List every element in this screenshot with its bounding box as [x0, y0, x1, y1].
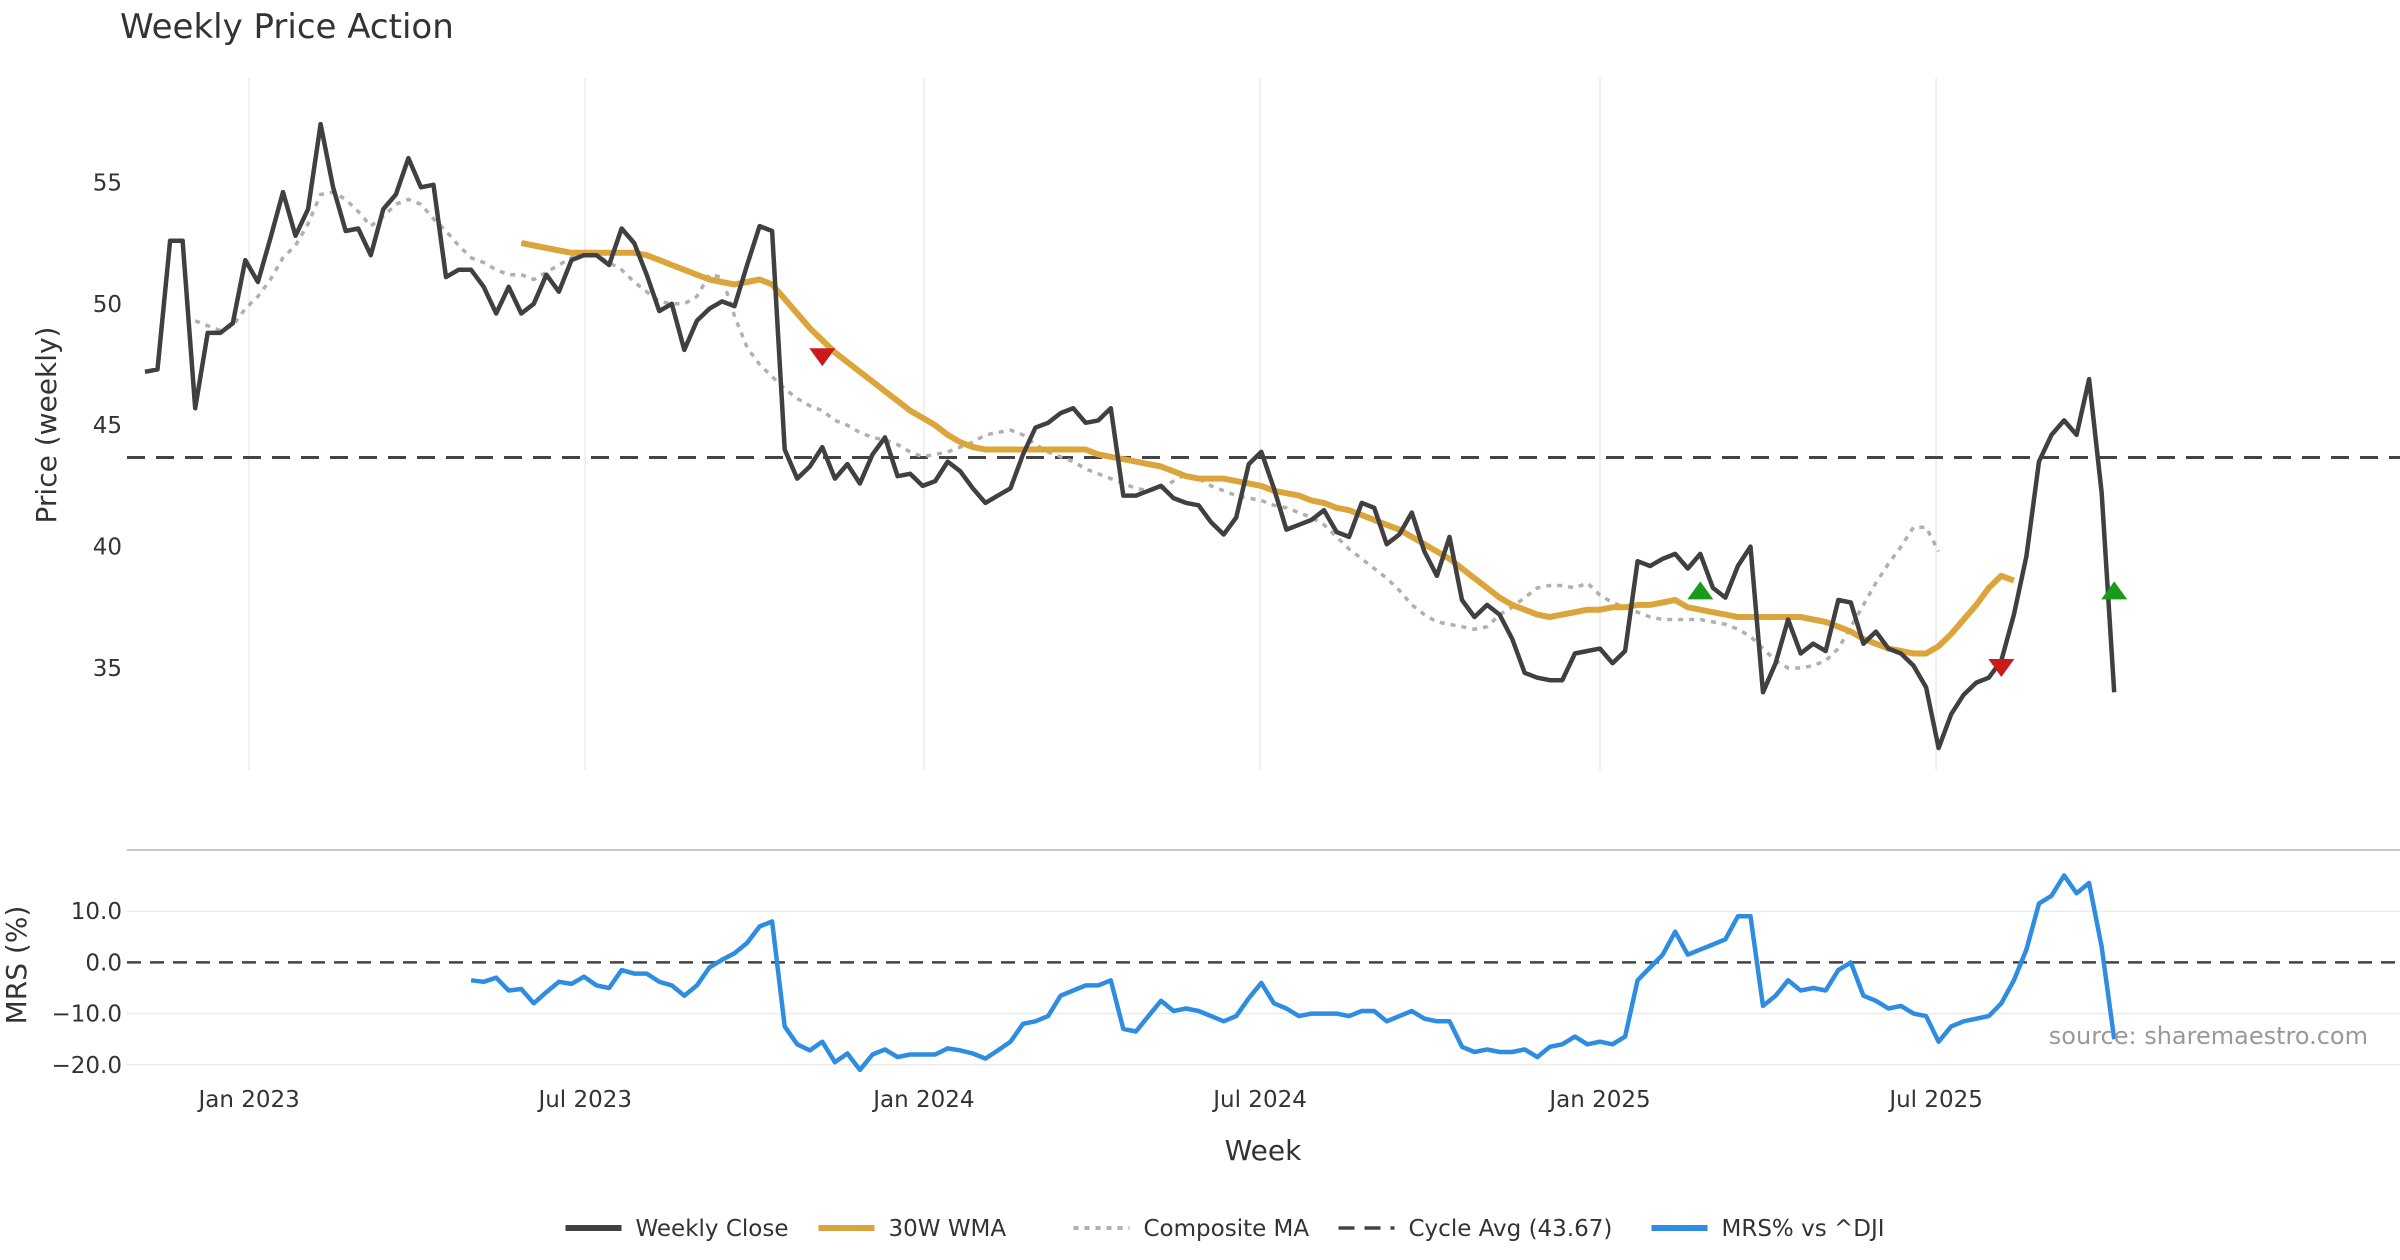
x-tick-label: Jan 2025: [1547, 1087, 1650, 1113]
price-y-tick-label: 45: [93, 413, 122, 439]
x-axis-ticks: Jan 2023 Jul 2023 Jan 2024 Jul 2024 Jan 2025…: [196, 1087, 1982, 1113]
x-tick-label: Jul 2024: [1211, 1087, 1307, 1113]
mrs-y-tick-label: 0.0: [85, 950, 122, 976]
price-y-tick-label: 50: [93, 292, 122, 318]
x-tick-label: Jul 2025: [1887, 1087, 1983, 1113]
signal-markers: [809, 348, 2128, 678]
sell-signal-marker: [1988, 659, 2015, 678]
price-y-ticks: 35 40 45 50 55: [93, 170, 122, 682]
price-panel: 35 40 45 50 55 Price (weekly): [30, 78, 2400, 770]
mrs-y-tick-label: −20.0: [52, 1053, 122, 1079]
legend: Weekly Close 30W WMA Composite MA Cycle Avg…: [565, 1216, 1885, 1242]
x-axis-title: Week: [1225, 1134, 1302, 1167]
weekly-close-line: [144, 121, 2117, 751]
price-y-axis-title: Price (weekly): [30, 327, 63, 524]
x-tick-label: Jul 2023: [536, 1087, 632, 1113]
mrs-y-tick-label: 10.0: [71, 899, 122, 925]
mrs-line: [470, 873, 2117, 1073]
price-y-tick-label: 35: [93, 656, 122, 682]
legend-label: Composite MA: [1144, 1216, 1310, 1242]
legend-label: Cycle Avg (43.67): [1409, 1216, 1613, 1242]
legend-label: 30W WMA: [889, 1216, 1007, 1242]
chart-title: Weekly Price Action: [120, 7, 454, 47]
mrs-y-tick-label: −10.0: [52, 1002, 122, 1028]
mrs-panel: −20.0 −10.0 0.0 10.0 MRS (%) source: sharem…: [0, 873, 2400, 1079]
sell-signal-marker: [809, 348, 836, 367]
buy-signal-marker: [2101, 581, 2128, 600]
x-tick-label: Jan 2024: [871, 1087, 974, 1113]
buy-signal-marker: [1687, 581, 1714, 600]
legend-label: MRS% vs ^DJI: [1722, 1216, 1885, 1242]
wma-30w-line: [520, 240, 2015, 657]
x-tick-label: Jan 2023: [196, 1087, 299, 1113]
composite-ma-line: [194, 190, 1941, 670]
price-y-tick-label: 40: [93, 535, 122, 561]
price-vertical-gridlines: [248, 78, 1937, 770]
mrs-horizontal-gridlines: [127, 910, 2400, 1066]
source-note: source: sharemaestro.com: [2049, 1022, 2368, 1050]
mrs-y-ticks: −20.0 −10.0 0.0 10.0: [52, 899, 122, 1079]
legend-label: Weekly Close: [636, 1216, 789, 1242]
mrs-y-axis-title: MRS (%): [0, 906, 33, 1025]
price-y-tick-label: 55: [93, 170, 122, 196]
